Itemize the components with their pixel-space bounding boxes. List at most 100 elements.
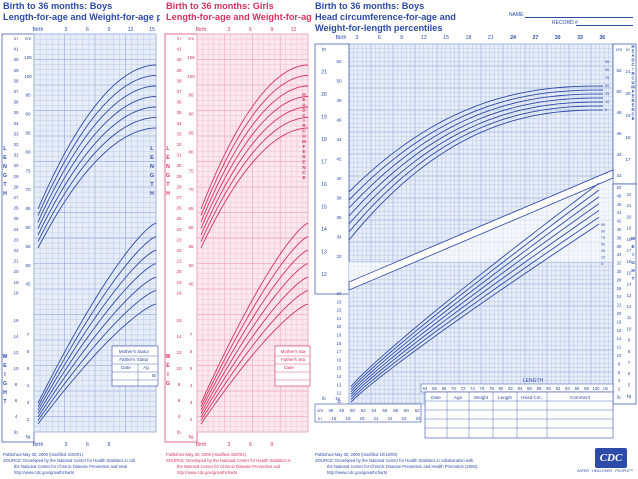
bottom-in-tick: in [318,416,322,421]
panel-2-footnote-4: http://www.cdc.gov/growthcharts [177,470,238,475]
length-cm-tick: 64 [423,386,428,391]
length-cm-tick: 100 [593,386,601,391]
bottom-in-tick: 24 [416,416,421,421]
side-label-letter: G [166,381,170,387]
kg-tick-label: 3 [190,400,193,405]
top-axis-tick: 3 [356,35,359,41]
weight-right-lb-tick: 26 [617,286,622,291]
inch-tick-label: 19 [176,280,182,285]
top-axis-tick: 18 [466,35,472,41]
cm-tick-label: 50 [25,263,31,268]
length-curve-percentile-line [37,85,157,223]
length-curve-percentile-line [37,117,157,242]
bottom-unit-label: kg [336,396,341,401]
head-curve-percentile-line [348,109,604,241]
side-label-letter: H [3,390,7,396]
head-cm-tick: 42 [336,157,342,162]
panel-2-subtitle: Length-for-age and Weight-for-age [166,12,312,22]
panel-girls-length-weight: Birth to 36 months: Girls Length-for-age… [163,0,312,479]
cm-tick-label: 100 [187,74,195,79]
inch-tick-label: 31 [13,153,19,158]
lb-tick-label: 4 [178,414,181,419]
length-curve-percentile-line [200,96,309,229]
weight-right-kg-tick: 15 [627,270,632,275]
length-curve-percentile-line [37,106,157,236]
length-axis-label: LENGTH [523,378,544,384]
length-cm-tick: 82 [508,386,513,391]
length-cm-tick: 84 [518,386,523,391]
top-axis-tick: 12 [128,27,134,33]
inch-tick-label: 31 [176,153,182,158]
head-side-label-letter: U [302,134,306,139]
weight-right-kg-tick: 22 [627,192,632,197]
head-side-label-letter: E [302,149,305,154]
inch-tick-label: 32 [13,142,19,147]
side-label-letter: G [3,173,7,179]
wfl-curve-percentile-line [350,189,600,390]
weight-right-lb-tick: lb [617,395,621,400]
length-cm-tick: 66 [432,386,437,391]
weight-right-lb-tick: 44 [617,210,622,215]
name-field[interactable] [525,17,633,18]
panel-2-footnote-1: Published May 30, 2000 (modified 4/20/01… [166,452,248,457]
panel-3-subtitle: Head circumference-for-age and [315,12,456,22]
status-table-row: Father's Statur [119,357,149,362]
head-side-label-letter: C [302,170,306,175]
length-curve-percentile-line [37,96,157,229]
head-inch-tick: 20 [321,92,327,98]
boys-head-weight-length-chart: Birth369121518212427303336AGE (MONTHS)in… [314,35,637,439]
bottom-in-tick: 19 [346,416,351,421]
head-side-label-letter: R [302,123,306,128]
weight-right-lb-tick: 12 [617,345,622,350]
weight-right-kg-tick: 12 [627,304,632,309]
inch-tick-label: 35 [13,110,19,115]
weight-length-grid [348,261,614,404]
cm-tick-label: 55 [25,244,31,249]
side-label-letter: G [166,173,170,179]
inch-tick-label: 21 [176,259,182,264]
weight-right-kg-tick: 9 [628,338,631,343]
panel-1-subtitle: Length-for-age and Weight-for-age p [3,12,160,22]
weight-curve-percentile-line [200,290,309,421]
cm-tick-label: 80 [25,149,31,154]
head-side-label-letter: E [302,160,305,165]
side-label-letter: N [3,164,7,170]
head-percentile-label: 5 [605,108,607,112]
panel-3-title: Birth to 36 months: Boys [315,1,425,11]
inch-tick-label: 32 [176,142,182,147]
head-right-in-tick: 21 [625,69,631,74]
top-axis-tick: 21 [488,35,494,41]
wfl-left-kg-tick: 21 [337,316,342,321]
head-cm-tick: 34 [336,235,342,240]
head-inch-tick: 13 [321,250,327,256]
lb-tick-label: 16 [13,318,19,323]
inch-tick-label: 24 [176,227,182,232]
lb-tick-label: 14 [13,334,19,339]
bottom-axis-birth-label: Birth [196,442,207,448]
head-cm-tick: 38 [336,196,342,201]
inch-tick-label: 41 [13,47,19,52]
top-axis-tick: 6 [86,27,89,33]
record-field[interactable] [576,25,633,26]
head-side-label-letter: C [631,112,634,117]
panel-2-title: Birth to 36 months: Girls [166,1,274,11]
bottom-in-tick: 22 [388,416,393,421]
weight-curve-percentile-line [37,263,157,414]
weight-right-lb-tick: 40 [617,227,622,232]
bottom-axis-tick: 9 [271,442,274,448]
length-cm-tick: 90 [546,386,551,391]
inch-tick-label: 38 [13,78,19,83]
head-side-label-letter: N [302,165,306,170]
head-side-label-letter: M [302,139,306,144]
lb-tick-label: 12 [13,350,19,355]
cm-tick-label: 50 [188,263,194,268]
length-cm-tick: 96 [575,386,580,391]
cm-tick-label: 60 [188,225,194,230]
length-cm-tick: 72 [461,386,466,391]
inch-tick-label: 40 [176,57,182,62]
weight-curve-percentile-line [37,222,157,404]
right-side-label-letter: T [150,182,154,188]
length-cm-tick: 70 [451,386,456,391]
length-curve [37,64,157,249]
top-axis-tick: 27 [533,35,539,41]
